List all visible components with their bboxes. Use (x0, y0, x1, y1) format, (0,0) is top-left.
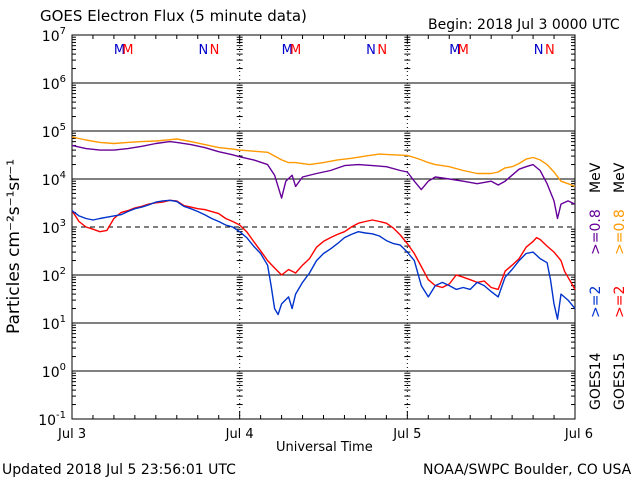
series-line-1 (71, 140, 576, 220)
marker-n: N (366, 43, 376, 58)
event-markers: MM N N MM N N MM N N (114, 43, 555, 58)
x-tick-label: Jul 4 (225, 427, 254, 442)
y-tick-label: 102 (42, 266, 66, 285)
x-axis-label: Universal Time (276, 440, 373, 455)
y-tick-label: 105 (42, 122, 66, 141)
legend-goes15: GOES15 (612, 353, 628, 410)
chart-title: GOES Electron Flux (5 minute data) (40, 7, 307, 25)
marker-n: N (545, 43, 555, 58)
legend-mev-right: MeV (612, 163, 628, 193)
legend-goes14-2mev: >=2 (588, 286, 604, 318)
y-axis-label: Particles cm⁻²s⁻¹sr⁻¹ (4, 158, 24, 334)
legend-goes14-08-label: >=0.8 (588, 209, 604, 255)
x-tick-label: Jul 5 (392, 427, 421, 442)
y-tick-label: 100 (42, 362, 66, 381)
y-tick-label: 106 (42, 74, 66, 93)
x-tick-label: Jul 6 (564, 427, 593, 442)
credit-text: NOAA/SWPC Boulder, CO USA (423, 462, 632, 478)
marker-m: M (290, 43, 301, 58)
legend-goes15-08mev: >=0.8 (612, 209, 628, 255)
y-tick-label: 107 (42, 26, 66, 45)
legend-mev-left: MeV (588, 163, 604, 193)
legend-goes15-08-label: >=0.8 (612, 209, 628, 255)
marker-m: M (449, 43, 460, 58)
legend-mev-left-label: MeV (588, 162, 604, 193)
series-line-3 (71, 199, 576, 320)
legend-goes15-label: GOES15 (612, 352, 628, 410)
x-tick-labels: Jul 3 Jul 4 Jul 5 Jul 6 (57, 427, 593, 442)
legend-mev-right-label: MeV (612, 162, 628, 193)
x-tick-label: Jul 3 (57, 427, 86, 442)
marker-n: N (210, 43, 220, 58)
marker-m: M (114, 43, 125, 58)
updated-timestamp: Updated 2018 Jul 5 23:56:01 UTC (2, 462, 236, 478)
legend-goes14-08mev: >=0.8 (588, 209, 604, 255)
series-line-0 (71, 136, 576, 188)
axis-ticks (71, 35, 576, 419)
marker-m: M (122, 43, 133, 58)
marker-m: M (282, 43, 293, 58)
y-tick-label: 10-1 (38, 410, 66, 429)
legend-goes14-2-label: >=2 (588, 285, 604, 318)
marker-m: M (458, 43, 469, 58)
legend-goes15-2-label: >=2 (612, 285, 628, 318)
data-series (71, 136, 576, 320)
legend-goes14-label: GOES14 (588, 352, 604, 410)
y-tick-labels: 10-1 100 101 102 103 104 105 106 107 (38, 26, 66, 429)
y-tick-label: 103 (42, 218, 66, 237)
series-line-2 (71, 199, 576, 291)
legend-goes15-2mev: >=2 (612, 286, 628, 318)
marker-n: N (534, 43, 544, 58)
marker-n: N (377, 43, 387, 58)
begin-time: Begin: 2018 Jul 3 0000 UTC (428, 17, 620, 33)
legend-goes14: GOES14 (588, 353, 604, 410)
y-tick-label: 104 (42, 170, 66, 189)
marker-n: N (198, 43, 208, 58)
y-tick-label: 101 (42, 314, 66, 333)
